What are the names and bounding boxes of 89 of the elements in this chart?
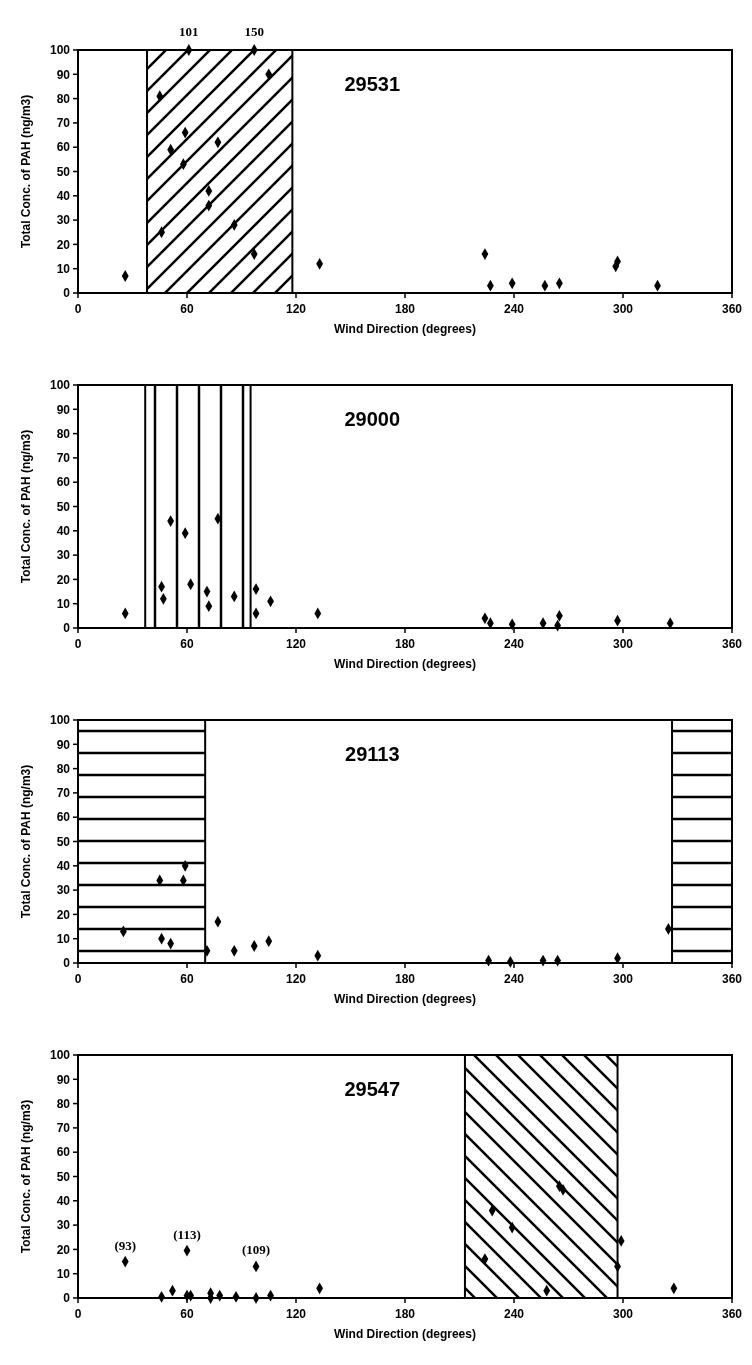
annotation: 150 [244,24,264,39]
annotation: (113) [173,1226,201,1242]
annotation: (109) [241,1242,271,1258]
y-tick-label: 100 [49,713,71,728]
y-tick-label: 60 [56,1145,71,1160]
y-tick-label: 100 [49,1048,71,1063]
y-tick-label: 30 [56,213,71,228]
x-tick-label: 120 [285,302,307,316]
y-tick-label: 70 [56,451,71,466]
y-tick-label: 0 [63,956,71,971]
y-tick-label: 100 [49,378,71,393]
y-axis-title: Total Conc. of PAH (ng/m3) [19,1099,33,1254]
y-tick-label: 60 [56,810,71,825]
y-tick-label: 30 [56,548,71,563]
x-tick-label: 360 [721,1307,743,1321]
x-axis-title: Wind Direction (degrees) [334,992,476,1006]
x-tick-label: 240 [503,972,525,986]
x-tick-label: 240 [503,1307,525,1321]
y-tick-label: 90 [56,402,71,417]
y-axis-title: Total Conc. of PAH (ng/m3) [19,429,33,584]
y-tick-label: 50 [56,499,71,514]
y-tick-label: 10 [56,261,71,276]
x-tick-label: 120 [285,972,307,986]
y-tick-label: 0 [63,1291,71,1306]
y-tick-label: 70 [56,116,71,131]
x-tick-label: 360 [721,302,743,316]
x-tick-label: 180 [394,972,416,986]
y-tick-label: 40 [56,189,71,203]
y-tick-label: 10 [56,1266,71,1281]
y-tick-label: 50 [56,834,71,849]
y-tick-label: 20 [56,572,71,587]
x-tick-label: 0 [74,972,82,986]
x-tick-label: 240 [503,302,525,316]
annotation: 101 [179,24,199,39]
y-tick-label: 30 [56,883,71,898]
x-tick-label: 300 [612,637,634,651]
annotation: (93) [114,1237,137,1253]
x-axis-title: Wind Direction (degrees) [334,322,476,336]
x-tick-label: 60 [180,972,194,986]
y-tick-label: 20 [56,1242,71,1257]
x-axis-title: Wind Direction (degrees) [334,657,476,671]
y-tick-label: 70 [56,1121,71,1136]
x-tick-label: 180 [394,302,416,316]
y-tick-label: 80 [56,761,71,776]
x-tick-label: 60 [180,1307,194,1321]
y-tick-label: 90 [56,1072,71,1087]
y-tick-label: 70 [56,786,71,801]
x-tick-label: 300 [612,972,634,986]
text: 29531 [344,73,401,96]
y-tick-label: 10 [56,931,71,946]
y-axis-title: Total Conc. of PAH (ng/m3) [19,94,33,249]
y-tick-label: 30 [56,1218,71,1233]
y-tick-label: 50 [56,164,71,179]
x-tick-label: 60 [180,637,194,651]
y-tick-label: 40 [56,524,71,538]
text: 29113 [345,743,400,766]
x-tick-label: 0 [74,637,82,651]
x-tick-label: 300 [612,302,634,316]
text: 29547 [344,1078,401,1101]
y-tick-label: 90 [56,67,71,82]
y-tick-label: 80 [56,91,71,106]
y-tick-label: 80 [56,1096,71,1111]
y-tick-label: 60 [56,140,71,155]
x-tick-label: 0 [74,302,82,316]
y-tick-label: 20 [56,237,71,252]
y-tick-label: 60 [56,475,71,490]
x-tick-label: 240 [503,637,525,651]
x-tick-label: 120 [285,1307,307,1321]
x-tick-label: 120 [285,637,307,651]
y-tick-label: 20 [56,907,71,922]
x-tick-label: 360 [721,637,743,651]
y-tick-label: 40 [56,859,71,873]
y-tick-label: 40 [56,1194,71,1208]
x-tick-label: 360 [721,972,743,986]
y-tick-label: 90 [56,737,71,752]
y-tick-label: 0 [63,286,71,301]
y-tick-label: 10 [56,596,71,611]
x-tick-label: 60 [180,302,194,316]
y-tick-label: 0 [63,621,71,636]
x-tick-label: 300 [612,1307,634,1321]
y-axis-title: Total Conc. of PAH (ng/m3) [19,764,33,919]
x-tick-label: 0 [74,1307,82,1321]
x-axis-title: Wind Direction (degrees) [334,1327,476,1341]
x-tick-label: 180 [394,1307,416,1321]
x-tick-label: 180 [394,637,416,651]
text: 29000 [344,408,401,431]
y-tick-label: 100 [49,43,71,58]
y-tick-label: 50 [56,1169,71,1184]
y-tick-label: 80 [56,426,71,441]
